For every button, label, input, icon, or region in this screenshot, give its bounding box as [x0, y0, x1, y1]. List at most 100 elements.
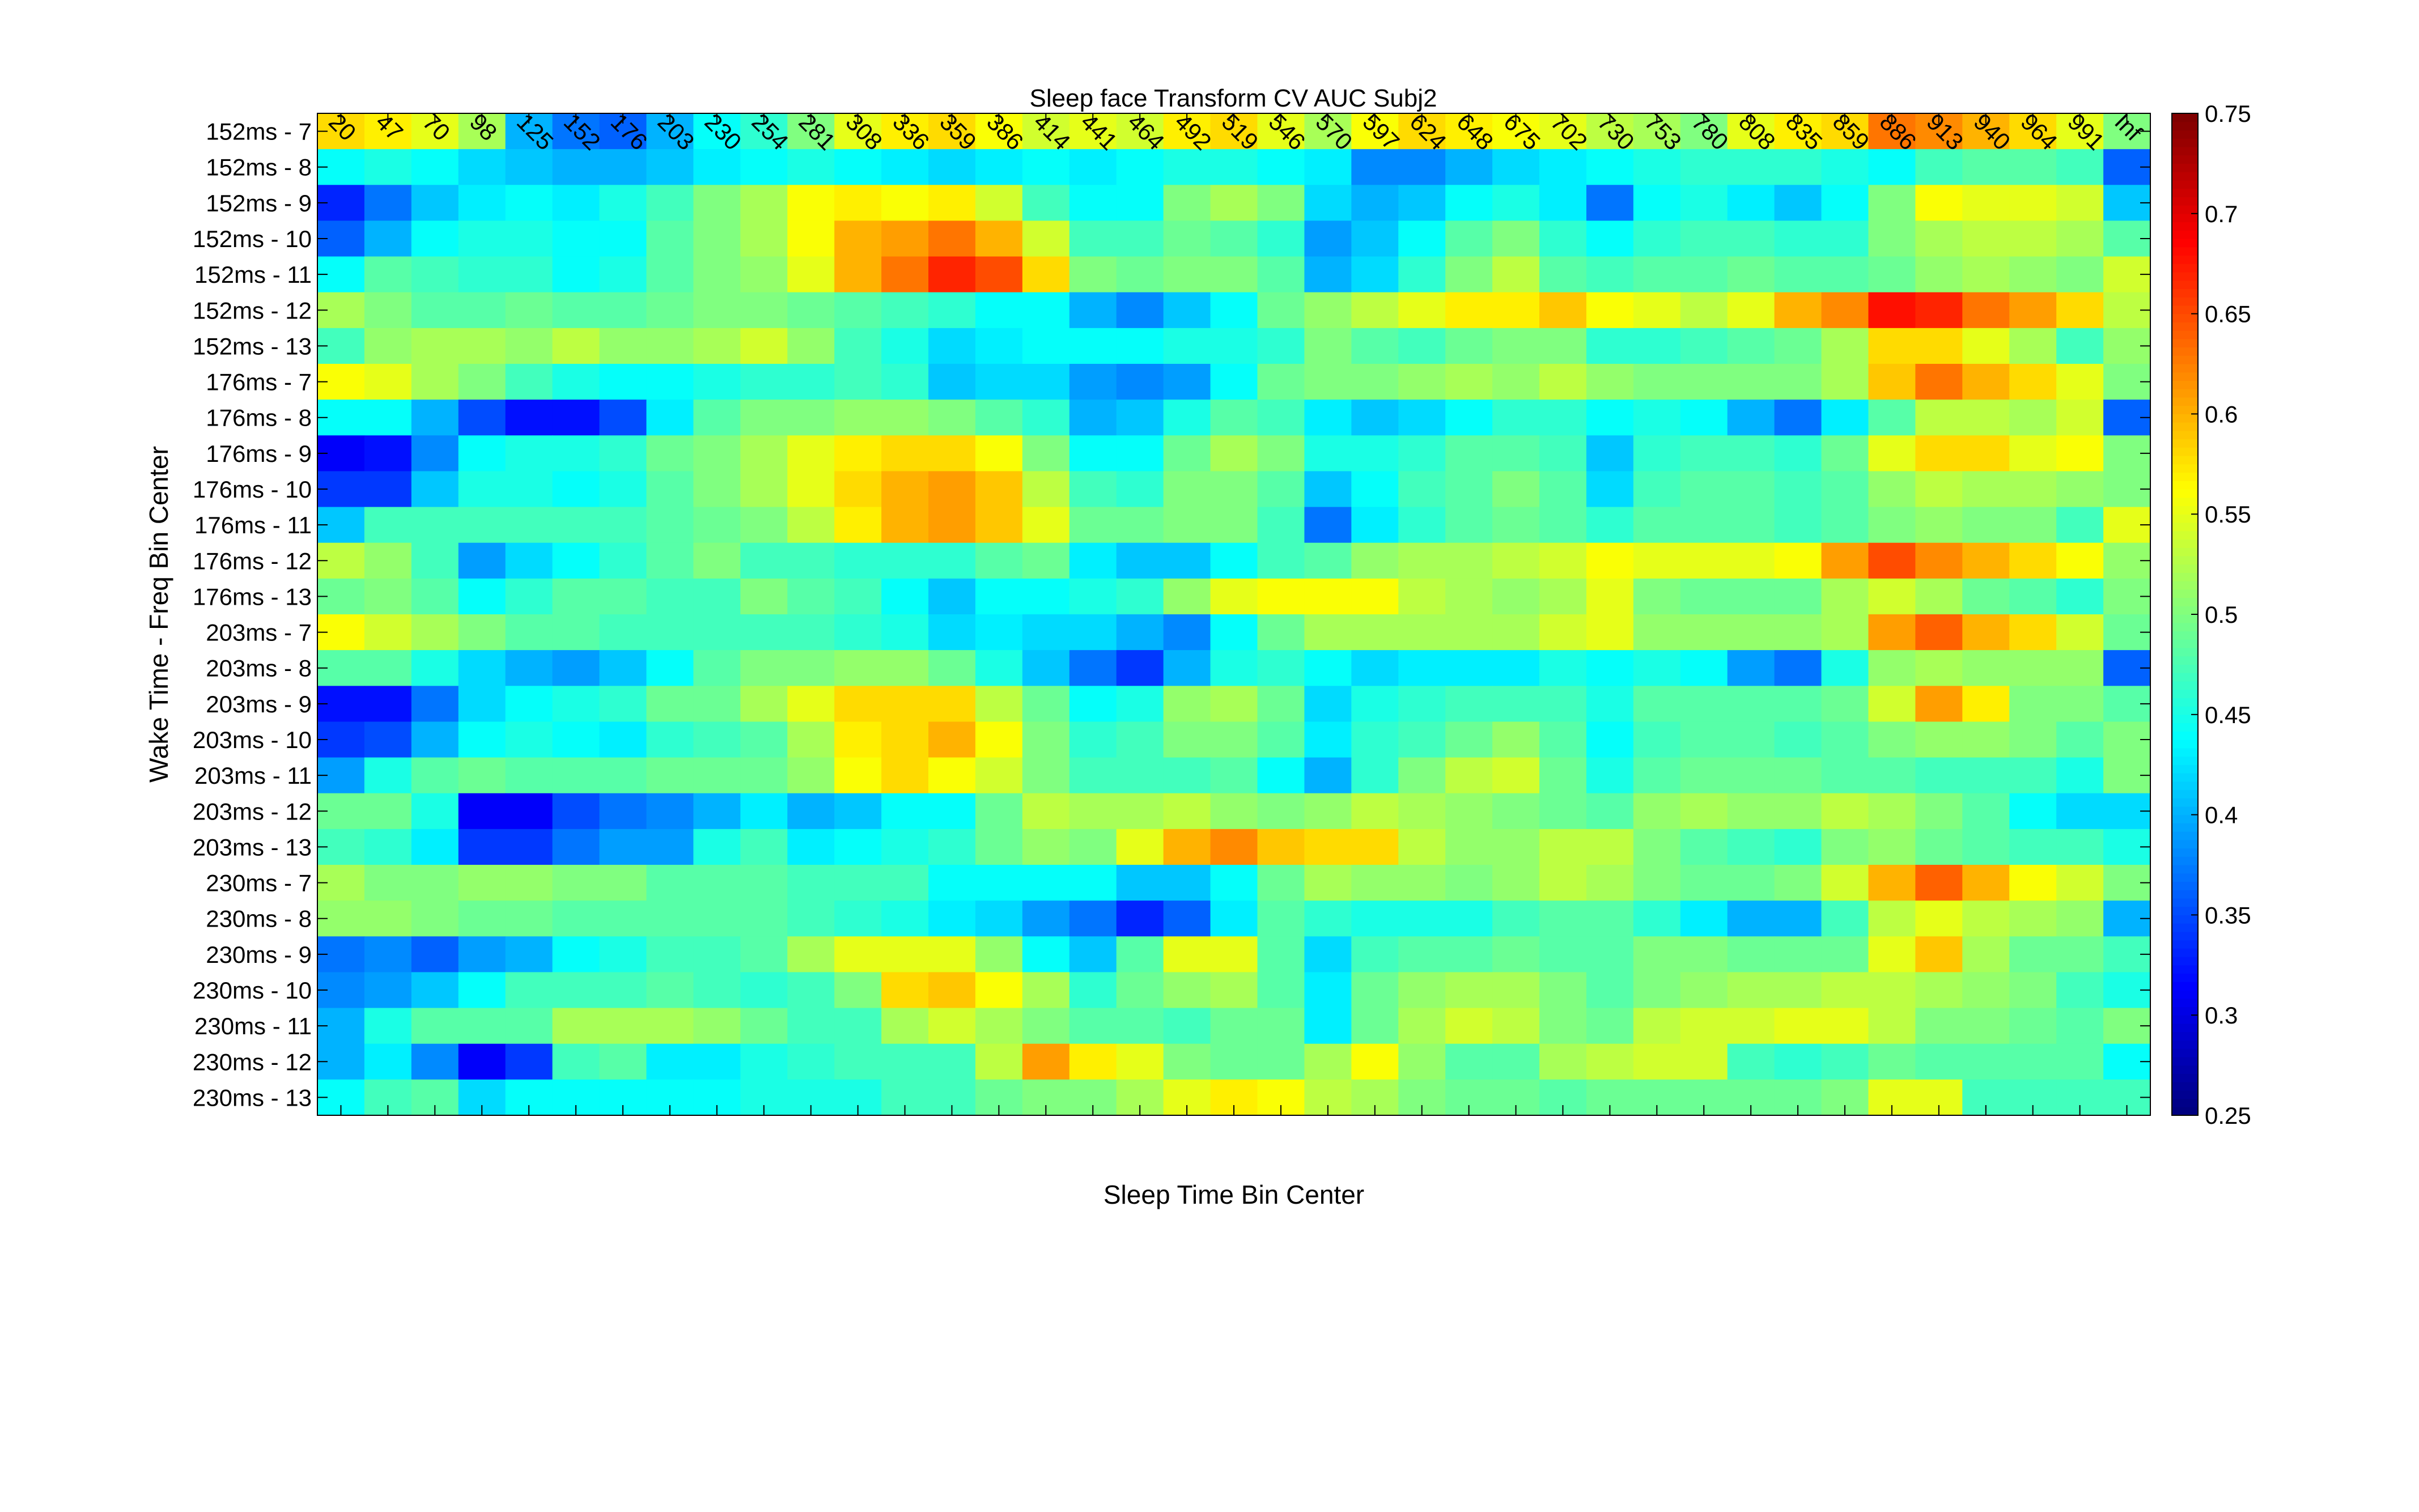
heatmap-cell — [787, 972, 835, 1009]
heatmap-cell — [1774, 936, 1822, 973]
heatmap-cell — [1351, 292, 1399, 329]
heatmap-cell — [2009, 901, 2057, 937]
heatmap-cell — [364, 865, 412, 901]
heatmap-cell — [740, 829, 788, 865]
colorbar-segment — [2172, 247, 2198, 256]
heatmap-cell — [646, 364, 694, 400]
heatmap-cell — [1069, 721, 1117, 758]
heatmap-cell — [881, 578, 929, 615]
heatmap-cell — [1351, 793, 1399, 830]
heatmap-cell — [1351, 471, 1399, 508]
heatmap-cell — [1351, 256, 1399, 293]
heatmap-cell — [1680, 793, 1728, 830]
colorbar-segment — [2172, 881, 2198, 890]
heatmap-cell — [1304, 507, 1352, 543]
heatmap-cell — [458, 149, 506, 185]
heatmap-cell — [881, 256, 929, 293]
heatmap-cell — [975, 650, 1023, 686]
heatmap-cell — [1821, 292, 1869, 329]
colorbar-segment — [2172, 723, 2198, 732]
heatmap-cell — [834, 901, 882, 937]
heatmap-cell — [881, 901, 929, 937]
heatmap-cell — [1492, 507, 1540, 543]
heatmap-cell — [740, 757, 788, 794]
heatmap-cell — [1257, 972, 1305, 1009]
heatmap-cell — [1116, 220, 1164, 257]
heatmap-cell — [1069, 865, 1117, 901]
heatmap-cell — [928, 972, 976, 1009]
colorbar-tick-label: 0.5 — [2205, 601, 2238, 628]
colorbar-segment — [2172, 197, 2198, 206]
heatmap-cell — [458, 936, 506, 973]
heatmap-cell — [1304, 220, 1352, 257]
heatmap-cell — [1915, 328, 1963, 364]
heatmap-cell — [646, 865, 694, 901]
colorbar — [2172, 113, 2198, 1116]
y-tick-label: 152ms - 8 — [206, 154, 312, 181]
heatmap-cell — [1069, 256, 1117, 293]
heatmap-cell — [834, 578, 882, 615]
heatmap-cell — [364, 185, 412, 222]
heatmap-cell — [928, 185, 976, 222]
heatmap-cell — [1586, 721, 1634, 758]
heatmap-cell — [646, 578, 694, 615]
heatmap-cell — [1586, 1043, 1634, 1080]
heatmap-cell — [1257, 507, 1305, 543]
heatmap-cell — [1257, 721, 1305, 758]
heatmap-cell — [458, 400, 506, 436]
heatmap-cell — [1821, 721, 1869, 758]
heatmap-cell — [1257, 471, 1305, 508]
heatmap-cell — [1821, 256, 1869, 293]
colorbar-segment — [2172, 464, 2198, 473]
heatmap-cell — [975, 757, 1023, 794]
heatmap-cell — [1398, 578, 1446, 615]
heatmap-cell — [1163, 507, 1211, 543]
heatmap-cell — [1116, 471, 1164, 508]
heatmap-cell — [1116, 650, 1164, 686]
heatmap-cell — [1304, 578, 1352, 615]
heatmap-cell — [1915, 220, 1963, 257]
heatmap-cell — [1962, 149, 2010, 185]
heatmap-cell — [1633, 936, 1681, 973]
heatmap-cell — [2009, 972, 2057, 1009]
heatmap-cell — [2056, 542, 2104, 579]
colorbar-segment — [2172, 1082, 2198, 1091]
heatmap-cell — [1680, 292, 1728, 329]
heatmap-cell — [1163, 901, 1211, 937]
colorbar-segment — [2172, 547, 2198, 557]
axis-tick-marks — [317, 113, 2150, 1115]
colorbar-segment — [2172, 731, 2198, 740]
heatmap-cell — [1445, 650, 1493, 686]
heatmap-cell — [2009, 328, 2057, 364]
heatmap-cell — [1069, 1043, 1117, 1080]
heatmap-cell — [834, 936, 882, 973]
heatmap-cell — [411, 507, 459, 543]
heatmap-cell — [1586, 936, 1634, 973]
heatmap-cell — [599, 149, 647, 185]
heatmap-cell — [2056, 578, 2104, 615]
heatmap-cell — [1022, 400, 1070, 436]
heatmap-cell — [1915, 364, 1963, 400]
heatmap-cell — [693, 686, 741, 723]
heatmap-cell — [740, 1043, 788, 1080]
heatmap-cell — [1915, 256, 1963, 293]
heatmap-cell — [1398, 507, 1446, 543]
colorbar-segment — [2172, 698, 2198, 707]
heatmap-cell — [1539, 149, 1587, 185]
heatmap-cell — [364, 936, 412, 973]
heatmap-cell — [458, 793, 506, 830]
heatmap-cell — [693, 757, 741, 794]
heatmap-cell — [646, 757, 694, 794]
heatmap-cell — [458, 721, 506, 758]
heatmap-cell — [1727, 1043, 1775, 1080]
heatmap-cell — [787, 901, 835, 937]
heatmap-cell — [1257, 1043, 1305, 1080]
heatmap-cell — [881, 650, 929, 686]
heatmap-cell — [1774, 292, 1822, 329]
heatmap-cell — [928, 1008, 976, 1044]
heatmap-cell — [1304, 435, 1352, 472]
heatmap-cell — [1351, 614, 1399, 651]
heatmap-cell — [599, 865, 647, 901]
colorbar-segment — [2172, 1073, 2198, 1082]
heatmap-cell — [1445, 578, 1493, 615]
